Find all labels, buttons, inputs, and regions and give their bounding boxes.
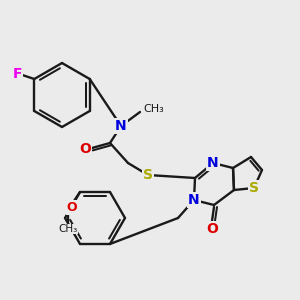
- Text: O: O: [79, 142, 91, 156]
- Text: CH₃: CH₃: [143, 104, 164, 114]
- Text: O: O: [206, 222, 218, 236]
- Text: F: F: [13, 67, 22, 81]
- Text: N: N: [207, 156, 219, 170]
- Text: N: N: [188, 193, 200, 207]
- Text: S: S: [143, 168, 153, 182]
- Text: N: N: [115, 119, 127, 133]
- Text: S: S: [249, 181, 259, 195]
- Text: CH₃: CH₃: [58, 224, 78, 234]
- Text: O: O: [67, 200, 77, 214]
